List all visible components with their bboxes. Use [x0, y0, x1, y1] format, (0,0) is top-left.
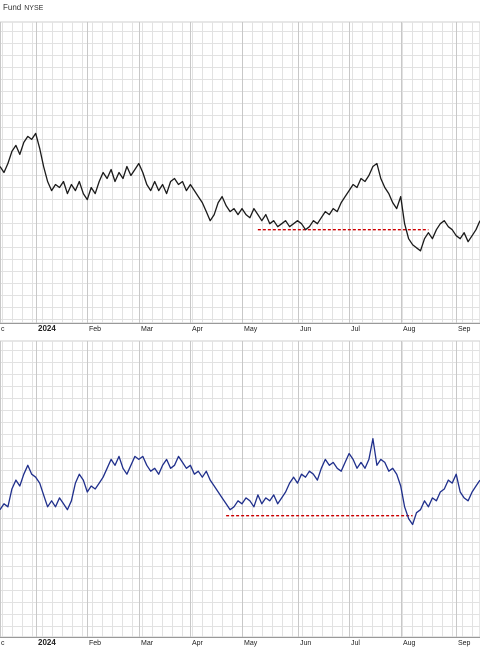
x-tick-label: May	[244, 640, 258, 647]
x-tick-label: Sep	[458, 640, 471, 647]
x-tick-label: Aug	[403, 326, 416, 333]
x-tick-label: Mar	[141, 640, 154, 647]
series-line	[0, 132, 480, 252]
plot-area	[0, 340, 480, 638]
exchange-label: NYSE	[24, 5, 44, 12]
x-tick-label: 2024	[38, 324, 56, 333]
x-tick-label: Jul	[351, 326, 360, 333]
x-tick-label: Jul	[351, 640, 360, 647]
series-line	[0, 438, 480, 526]
x-tick-label: Mar	[141, 326, 154, 333]
x-tick-label: Sep	[458, 326, 471, 333]
x-tick-label: Aug	[403, 640, 416, 647]
x-tick-label: Feb	[89, 640, 101, 647]
x-tick-label: Apr	[192, 326, 204, 333]
x-tick-label: Apr	[192, 640, 204, 647]
x-tick-label: c	[1, 326, 5, 333]
x-tick-label: c	[1, 640, 5, 647]
grid	[0, 22, 480, 323]
x-tick-label: Feb	[89, 326, 101, 333]
relative-panel: c 2024 Feb Mar Apr May Jun Jul Aug Sep	[0, 340, 480, 647]
price-panel: c 2024 Feb Mar Apr May Jun Jul Aug Sep	[0, 21, 480, 333]
x-tick-label: May	[244, 326, 258, 333]
x-tick-label: Jun	[300, 640, 311, 647]
plot-area	[0, 21, 480, 324]
fund-title: Fund NYSE	[3, 3, 44, 12]
grid	[0, 341, 480, 637]
chart-header: Fund NYSE	[0, 0, 480, 16]
x-tick-label: Jun	[300, 326, 311, 333]
x-tick-label: 2024	[38, 638, 56, 647]
